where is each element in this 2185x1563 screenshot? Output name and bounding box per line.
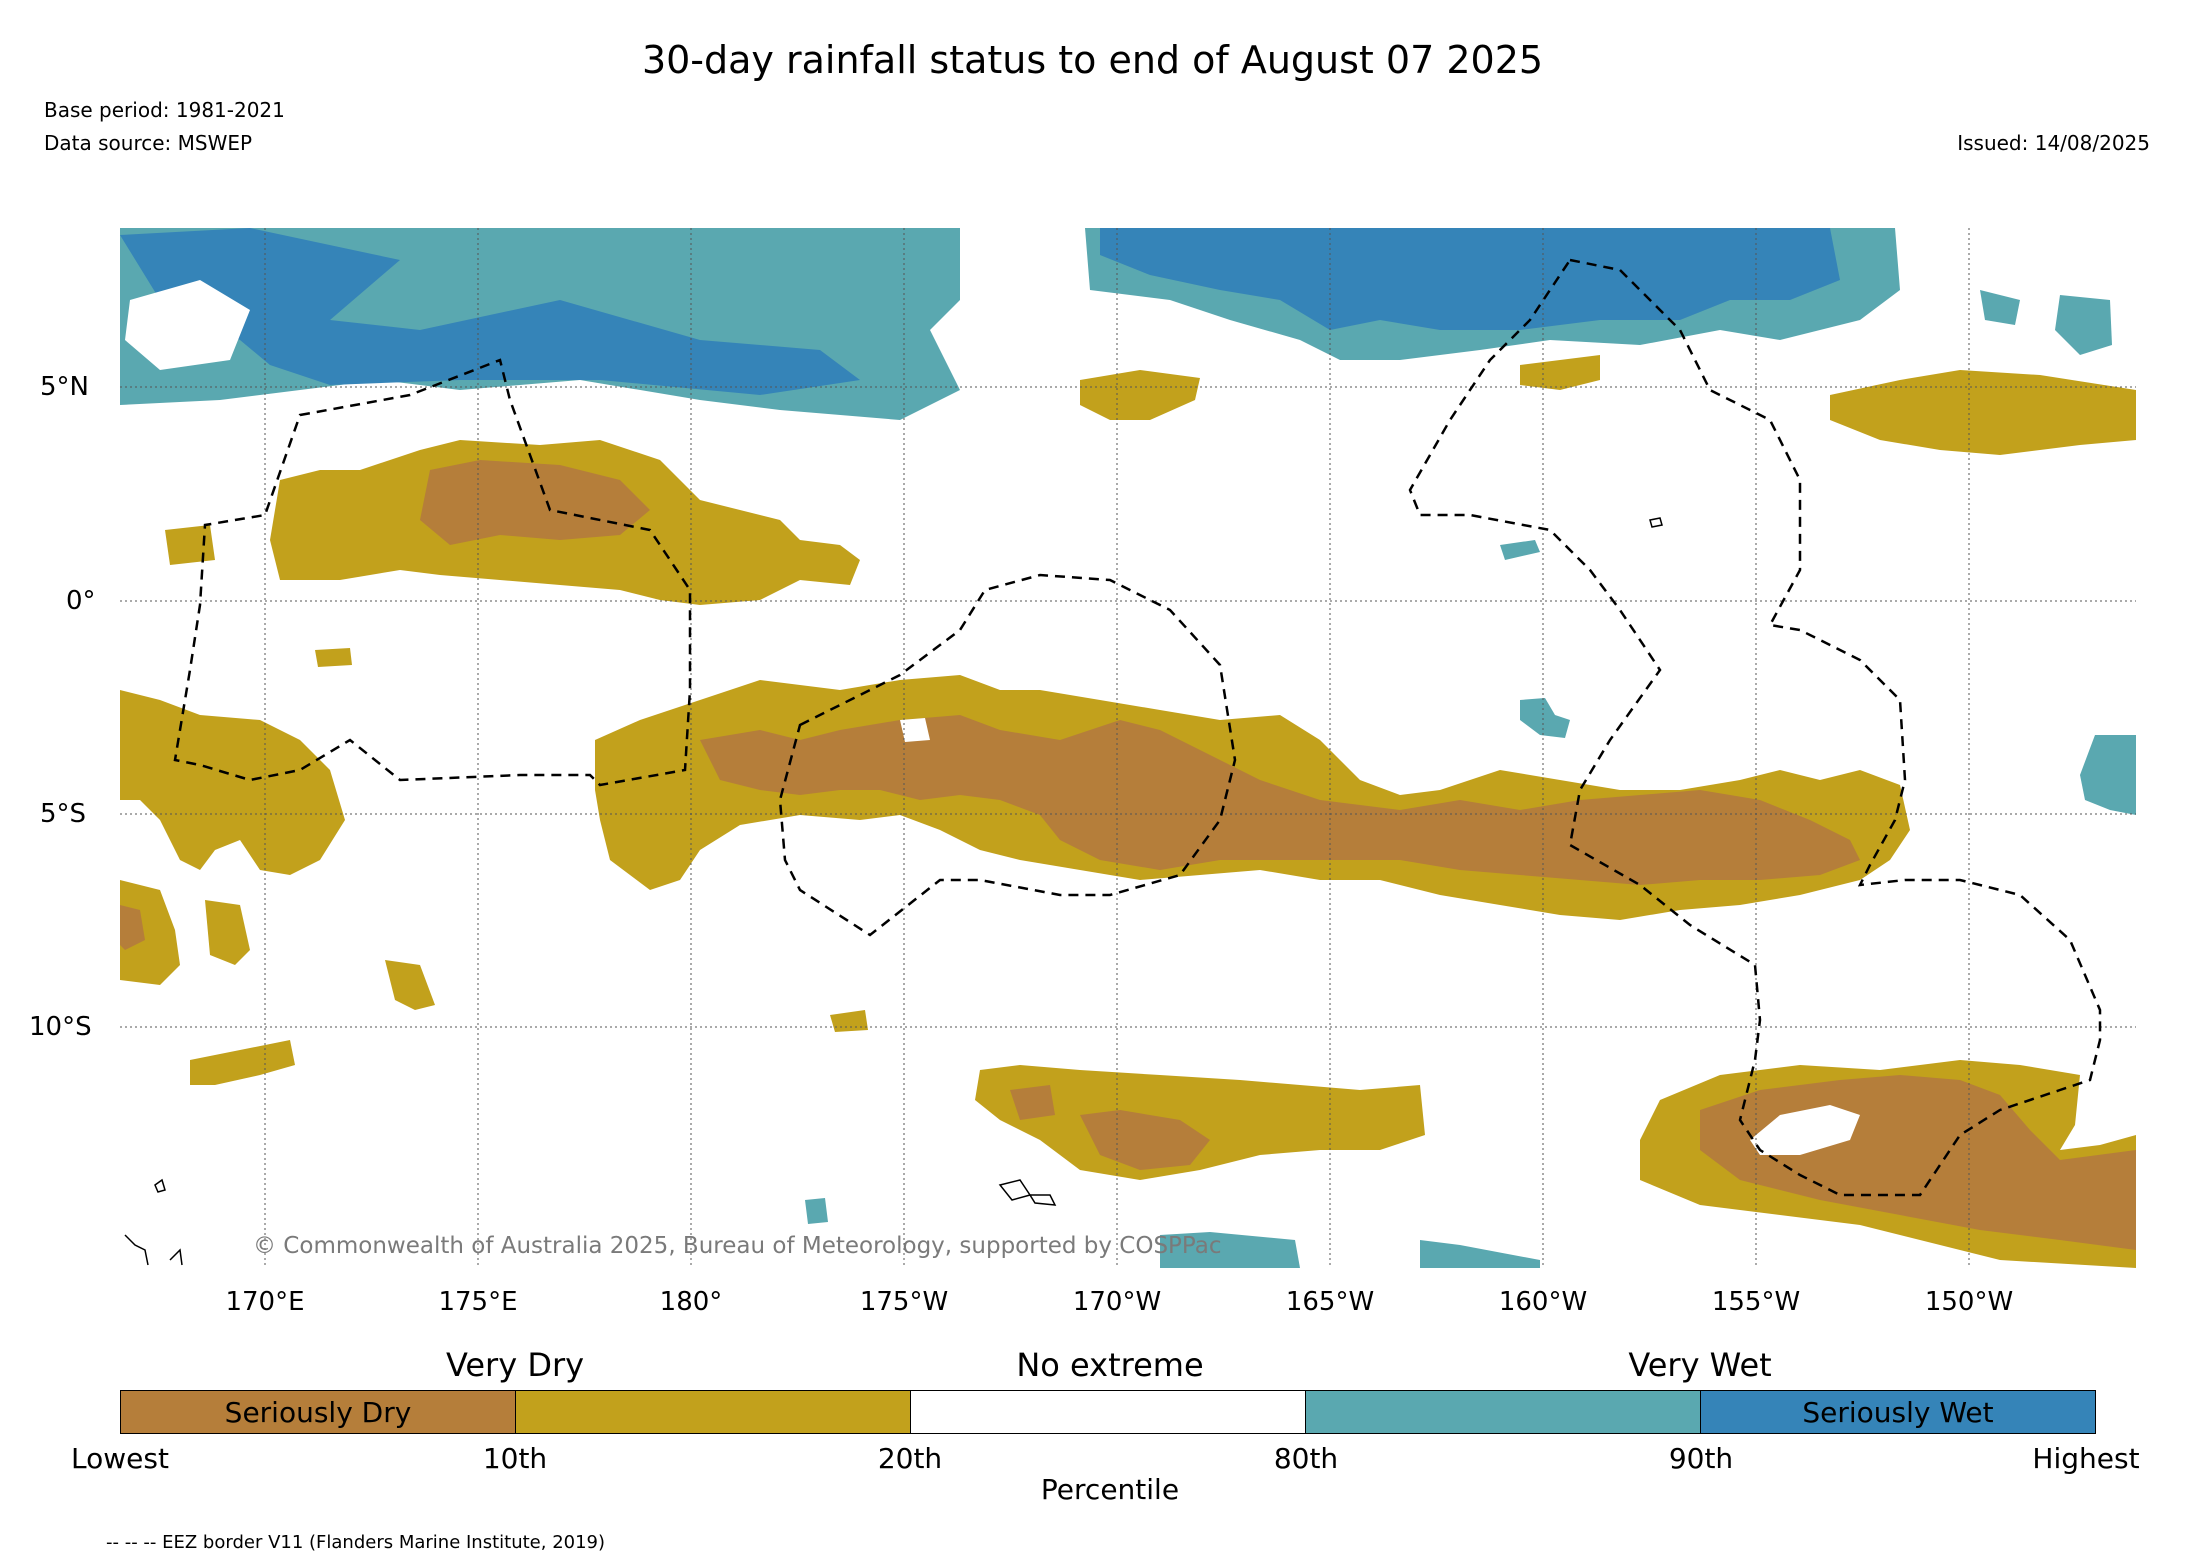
lon-label: 175°W xyxy=(859,1287,949,1317)
legend-box-dry xyxy=(516,1391,911,1433)
seriously-dry-region xyxy=(700,715,1860,885)
legend-colorbar: Seriously Dry Seriously Wet xyxy=(120,1390,2096,1434)
legend-box-label: Seriously Wet xyxy=(1802,1395,1994,1429)
wet-region xyxy=(1420,1240,1540,1268)
dry-region xyxy=(830,1010,868,1032)
lon-label: 160°W xyxy=(1498,1287,1588,1317)
wet-region xyxy=(1980,290,2020,325)
dry-region xyxy=(1830,370,2136,455)
legend-tick-label: 20th xyxy=(877,1442,943,1475)
dry-region xyxy=(1080,370,1200,420)
eez-note: -- -- -- EEZ border V11 (Flanders Marine… xyxy=(106,1532,606,1553)
issued-date-label: Issued: 14/08/2025 xyxy=(1957,131,2150,155)
seriously-wet-region xyxy=(1100,228,1840,330)
lon-label: 180° xyxy=(659,1287,723,1317)
page-title: 30-day rainfall status to end of August … xyxy=(641,38,1544,82)
legend-group-very-wet: Very Wet xyxy=(1628,1346,1772,1384)
legend-axis-label: Percentile xyxy=(1040,1473,1180,1506)
dry-region xyxy=(385,960,435,1010)
dry-region xyxy=(205,900,250,965)
legend-tick-label: 80th xyxy=(1273,1442,1339,1475)
legend-box-wet xyxy=(1306,1391,1701,1433)
data-source-label: Data source: MSWEP xyxy=(44,131,253,155)
legend-box-label: Seriously Dry xyxy=(224,1395,412,1429)
lat-label: 5°S xyxy=(40,799,87,829)
seriously-wet-region xyxy=(120,228,860,395)
legend-box-seriously-wet: Seriously Wet xyxy=(1701,1391,2095,1433)
lon-label: 175°E xyxy=(438,1287,518,1317)
legend-tick-label: Highest xyxy=(2032,1442,2140,1475)
lon-label: 150°W xyxy=(1924,1287,2014,1317)
copyright-notice: © Commonwealth of Australia 2025, Bureau… xyxy=(253,1233,1222,1259)
lon-label: 170°E xyxy=(225,1287,305,1317)
legend-tick-label: 90th xyxy=(1668,1442,1734,1475)
dry-region xyxy=(1520,355,1600,390)
dry-region xyxy=(120,690,345,875)
rainfall-regions xyxy=(120,228,2136,1268)
wet-region xyxy=(1500,540,1540,560)
seriously-dry-region xyxy=(1010,1085,1055,1120)
dry-region xyxy=(120,880,180,985)
legend-box-seriously-dry: Seriously Dry xyxy=(121,1391,516,1433)
dry-region xyxy=(315,648,352,667)
no-extreme-patch xyxy=(1750,1105,1860,1155)
base-period-label: Base period: 1981-2021 xyxy=(44,98,285,122)
wet-region xyxy=(1160,1232,1300,1268)
legend-group-no-extreme: No extreme xyxy=(1016,1346,1204,1384)
seriously-dry-region xyxy=(120,905,145,950)
wet-region xyxy=(2080,735,2136,815)
lat-label: 5°N xyxy=(40,372,89,402)
dry-region xyxy=(165,525,215,565)
legend-tick-label: 10th xyxy=(482,1442,548,1475)
lon-label: 170°W xyxy=(1072,1287,1162,1317)
dry-region xyxy=(190,1040,295,1085)
lat-label: 0° xyxy=(66,586,96,616)
wet-region xyxy=(2055,295,2112,355)
islands xyxy=(124,517,1663,1266)
no-extreme-patch xyxy=(125,280,250,370)
graticule xyxy=(120,228,2136,1268)
eez-borders xyxy=(173,258,2102,1197)
seriously-dry-region xyxy=(1080,1110,1210,1170)
legend-tick-label: Lowest xyxy=(71,1442,169,1475)
lat-label: 10°S xyxy=(29,1012,92,1042)
wet-region xyxy=(805,1198,828,1224)
dry-region xyxy=(975,1065,1425,1180)
legend-box-no-extreme xyxy=(911,1391,1306,1433)
legend-group-very-dry: Very Dry xyxy=(445,1346,585,1384)
no-extreme-patch xyxy=(900,718,930,742)
lon-label: 165°W xyxy=(1285,1287,1375,1317)
lon-label: 155°W xyxy=(1711,1287,1801,1317)
wet-region xyxy=(1520,698,1570,738)
